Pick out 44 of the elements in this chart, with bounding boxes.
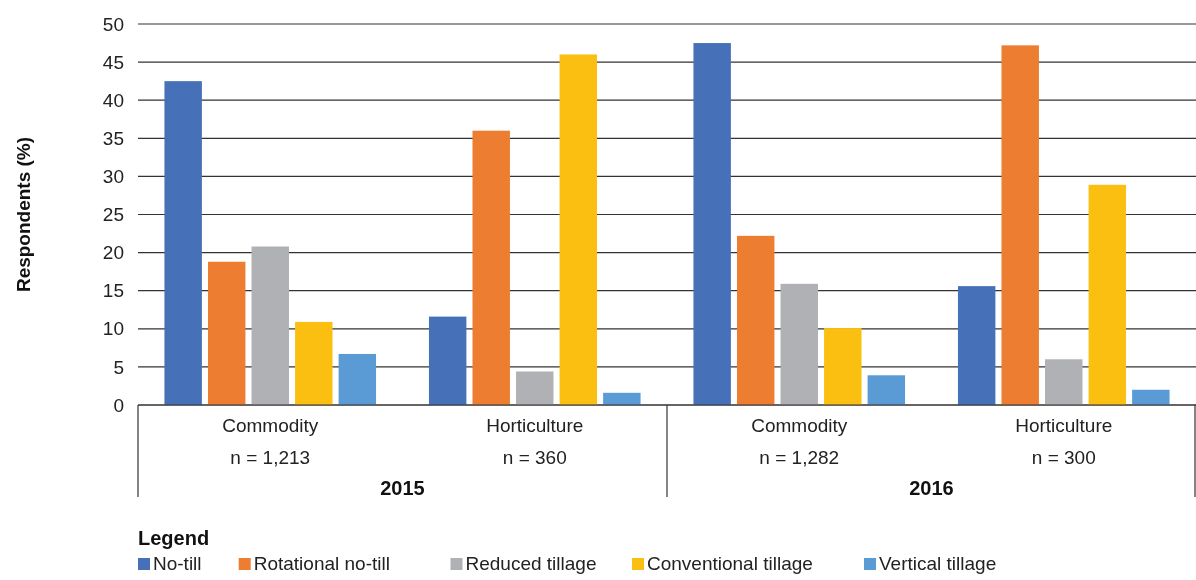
text: 2015 <box>380 477 425 499</box>
bar <box>559 54 598 405</box>
y-tick-label: 50 <box>102 13 124 35</box>
bar <box>957 286 996 405</box>
bar <box>516 371 554 405</box>
bar <box>603 392 641 405</box>
bar <box>1001 45 1039 405</box>
y-tick-label: 0 <box>113 394 124 416</box>
bar <box>1132 389 1170 405</box>
bar <box>338 353 377 405</box>
y-tick-label: 15 <box>102 280 124 302</box>
bar <box>824 328 862 405</box>
y-tick-label: 5 <box>113 356 124 378</box>
bar <box>295 321 333 405</box>
bar <box>207 261 246 405</box>
y-tick-label: 35 <box>102 127 124 149</box>
bar <box>428 316 467 405</box>
x-tick-label: Horticulture n = 360 <box>486 415 584 468</box>
bar <box>472 130 510 405</box>
legend-label: Rotational no-till <box>253 553 390 574</box>
legend-title: Legend <box>138 527 210 549</box>
y-tick-label: 25 <box>102 204 124 226</box>
y-tick-label: 10 <box>102 318 124 340</box>
bar <box>736 235 775 405</box>
text: 2016 <box>909 477 954 499</box>
y-axis-title: Respondents (%) <box>13 136 34 293</box>
bar <box>251 246 289 405</box>
y-tick-label: 30 <box>102 166 124 188</box>
x-tick-label: Commodity n = 1,282 <box>751 415 848 468</box>
legend-label: No-till <box>153 553 202 574</box>
bar <box>693 43 731 405</box>
y-tick-label: 40 <box>102 89 124 111</box>
bar <box>164 81 202 405</box>
bar <box>780 283 818 405</box>
bar <box>1045 359 1083 405</box>
legend-label: Reduced tillage <box>465 553 597 574</box>
x-tick-label: Commodity n = 1,213 <box>222 415 319 468</box>
legend-label: Conventional tillage <box>647 553 813 574</box>
x-tick-label: Horticulture n = 300 <box>1015 415 1113 468</box>
y-tick-label: 45 <box>102 51 124 73</box>
legend-label: Vertical tillage <box>879 553 997 574</box>
y-tick-label: 20 <box>102 242 124 264</box>
bar <box>867 375 906 405</box>
bar <box>1088 184 1127 405</box>
